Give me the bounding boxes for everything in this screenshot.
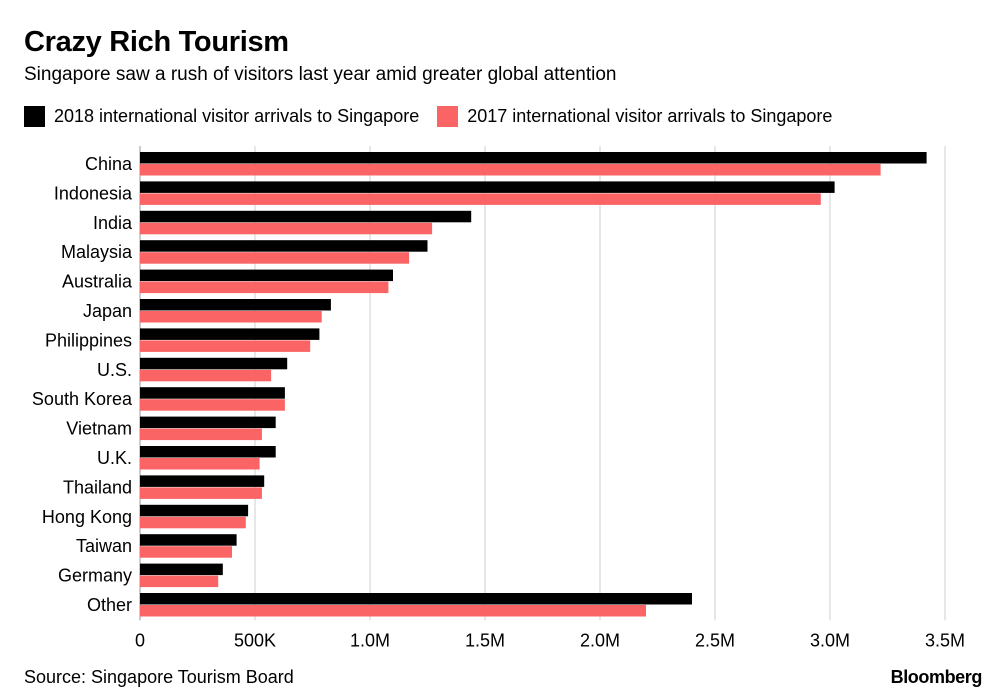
y-category-label: Japan (83, 301, 132, 321)
y-category-label: Hong Kong (42, 507, 132, 527)
legend-item-2017: 2017 international visitor arrivals to S… (437, 106, 832, 127)
y-category-label: Australia (62, 272, 133, 292)
brand-logo: Bloomberg (890, 667, 983, 687)
y-category-label: Other (87, 595, 132, 615)
legend-swatch-2018 (24, 106, 45, 127)
bar-2018 (140, 357, 288, 370)
bar-2018 (140, 328, 320, 340)
x-tick-label: 2.5M (695, 630, 735, 650)
bar-2018 (140, 269, 393, 282)
source-note: Source: Singapore Tourism Board (24, 667, 294, 687)
x-tick-label: 500K (234, 630, 276, 650)
x-tick-label: 0 (135, 630, 145, 650)
bar-2017 (140, 340, 311, 352)
x-tick-label: 1.5M (465, 630, 505, 650)
legend-label-2017: 2017 international visitor arrivals to S… (467, 106, 833, 126)
bar-2018 (140, 210, 472, 223)
bar-2018 (140, 593, 692, 605)
y-category-label: Taiwan (76, 536, 132, 556)
y-category-label: U.S. (97, 360, 132, 380)
bar-2017 (140, 369, 272, 382)
bar-2017 (140, 428, 262, 441)
bar-2017 (140, 458, 260, 470)
bar-2018 (140, 504, 249, 517)
bar-2018 (140, 240, 428, 252)
bar-2018 (140, 299, 331, 311)
y-category-label: Malaysia (61, 242, 133, 262)
y-category-label: Vietnam (66, 419, 132, 439)
y-category-label: Indonesia (54, 183, 133, 203)
y-category-label: India (93, 213, 133, 233)
y-category-label: China (85, 154, 133, 174)
bar-2017 (140, 516, 246, 529)
bar-2018 (140, 446, 276, 458)
bar-2018 (140, 475, 265, 487)
y-category-label: Thailand (63, 477, 132, 497)
bar-2017 (140, 575, 219, 588)
x-tick-label: 3.0M (810, 630, 850, 650)
x-tick-label: 1.0M (350, 630, 390, 650)
bar-2017 (140, 399, 285, 411)
legend-item-2018: 2018 international visitor arrivals to S… (24, 106, 419, 127)
y-category-label: Philippines (45, 330, 132, 350)
bar-2017 (140, 546, 232, 558)
bar-2017 (140, 193, 821, 205)
chart-title: Crazy Rich Tourism (24, 26, 289, 58)
y-category-label: Germany (58, 566, 132, 586)
bar-2018 (140, 563, 223, 576)
bar-2018 (140, 152, 927, 164)
bar-2018 (140, 387, 285, 399)
legend-swatch-2017 (437, 106, 459, 127)
bar-2017 (140, 605, 646, 617)
bar-2017 (140, 281, 389, 294)
bar-2018 (140, 416, 276, 429)
y-category-label: U.K. (97, 448, 132, 468)
bar-2017 (140, 487, 262, 499)
bar-2018 (140, 181, 835, 193)
bar-2017 (140, 311, 322, 323)
legend: 2018 international visitor arrivals to S… (24, 106, 850, 127)
legend-label-2018: 2018 international visitor arrivals to S… (54, 106, 420, 126)
bar-2017 (140, 252, 410, 264)
bar-2017 (140, 164, 881, 176)
chart-subtitle: Singapore saw a rush of visitors last ye… (24, 64, 617, 85)
bar-2018 (140, 534, 237, 546)
y-category-label: South Korea (32, 389, 133, 409)
x-tick-label: 3.5M (925, 630, 965, 650)
bar-2017 (140, 222, 433, 235)
x-tick-label: 2.0M (580, 630, 620, 650)
